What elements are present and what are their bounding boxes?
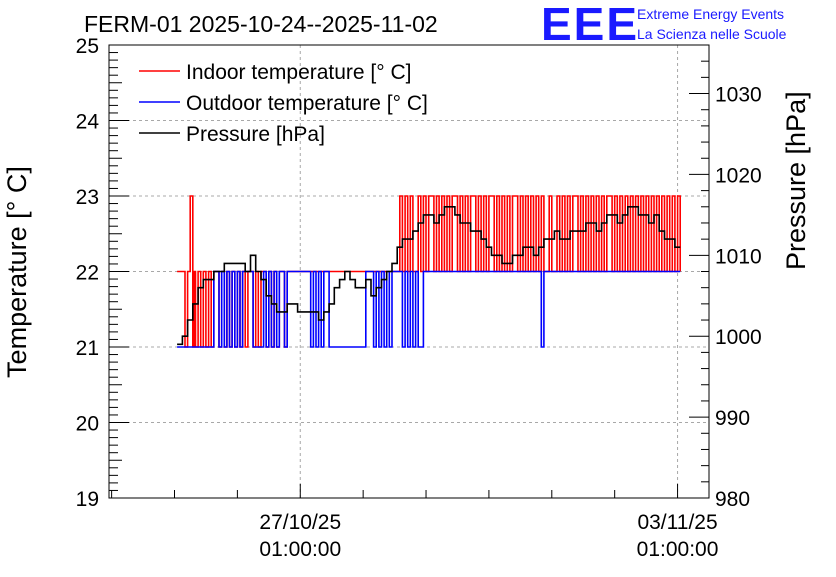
series-layer [177,195,681,348]
org-line-2: La Scienza nelle Scuole [637,26,787,42]
legend-label-pressure: Pressure [hPa] [186,123,325,146]
x-axis: 27/10/25 01:00:00 03/11/25 01:00:00 [111,484,719,561]
y2-tick-label: 1010 [715,245,762,268]
org-line-1: Extreme Energy Events [637,6,784,22]
y2-tick-label: 980 [715,488,750,511]
y-axis-label: Temperature [° C] [2,166,32,378]
series-indoor-temperature [177,195,681,348]
y-tick-label: 24 [76,111,100,134]
legend-label-outdoor: Outdoor temperature [° C] [186,92,428,115]
y-tick-label: 19 [76,488,99,511]
y-tick-label: 21 [76,337,99,360]
x-tick-label-date: 27/10/25 [259,511,341,534]
y-tick-label: 23 [76,186,99,209]
series-outdoor-temperature [177,270,681,348]
series-pressure [177,206,681,346]
x-tick-label-time: 01:00:00 [259,538,341,561]
legend-label-indoor: Indoor temperature [° C] [186,61,412,84]
chart-title: FERM-01 2025-10-24--2025-11-02 [84,11,438,37]
y2-tick-label: 1020 [715,164,762,187]
legend: Indoor temperature [° C] Outdoor tempera… [139,61,428,146]
y-tick-label: 22 [76,262,99,285]
y2-tick-label: 990 [715,407,750,430]
y-tick-label: 25 [76,35,99,58]
y2-tick-label: 1030 [715,84,762,107]
x-tick-label-time: 01:00:00 [637,538,719,561]
eee-logo: EEE [541,0,639,50]
x-tick-label-date: 03/11/25 [637,511,717,534]
y-axis-left: 19 20 21 22 23 24 25 [76,35,129,511]
y-axis-right: 980 990 1000 1010 1020 1030 [689,60,762,511]
eee-logo-text: EEE [541,0,639,50]
y2-tick-label: 1000 [715,326,762,349]
y2-axis-label: Pressure [hPa] [781,91,811,270]
y-tick-label: 20 [76,413,99,436]
